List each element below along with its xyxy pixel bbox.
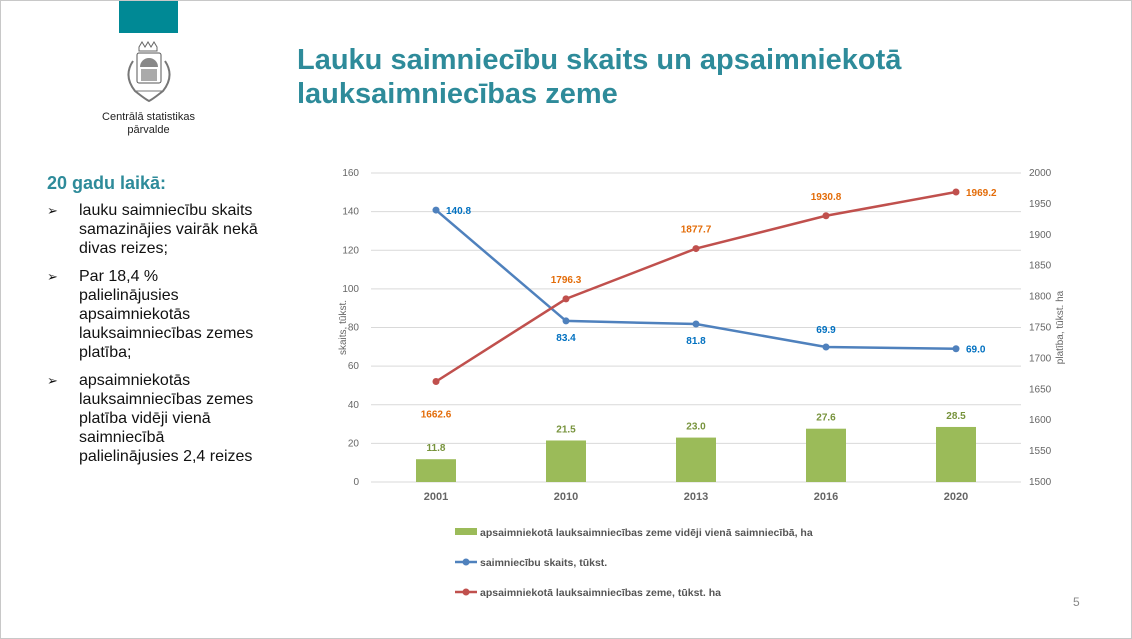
legend-marker bbox=[462, 558, 470, 566]
arrow-bullet-icon: ➢ bbox=[47, 203, 58, 218]
y-tick-label: 140 bbox=[342, 207, 359, 218]
y-right-tick-label: 1800 bbox=[1029, 292, 1052, 303]
line-data-label: 81.8 bbox=[686, 336, 706, 347]
bar-data-label: 11.8 bbox=[427, 443, 446, 454]
series-point bbox=[692, 245, 700, 253]
combo-chart: 0 20 40 60 80 100 120 140 160 1500 1550 1600 1650 170… bbox=[338, 168, 1066, 599]
organization-name: Centrālā statistikas pārvalde bbox=[102, 111, 195, 136]
series-point bbox=[562, 295, 570, 303]
arrow-bullet-icon: ➢ bbox=[47, 373, 58, 388]
y-tick-label: 120 bbox=[342, 245, 359, 256]
series-point bbox=[822, 212, 830, 220]
accent-bar bbox=[119, 1, 178, 33]
y-tick-label: 40 bbox=[348, 400, 360, 411]
bar-data-label: 27.6 bbox=[816, 413, 836, 424]
y-right-tick-label: 1750 bbox=[1029, 323, 1052, 334]
series-point bbox=[822, 343, 830, 351]
y-right-tick-label: 1550 bbox=[1029, 446, 1052, 457]
bar-data-label: 21.5 bbox=[556, 424, 576, 435]
x-tick-label: 2016 bbox=[814, 491, 838, 503]
legend-label: apsaimniekotā lauksaimniecības zeme, tūk… bbox=[480, 587, 721, 599]
x-tick-label: 2001 bbox=[424, 491, 448, 503]
series-line bbox=[435, 190, 957, 383]
arrow-bullet-icon: ➢ bbox=[47, 269, 58, 284]
page-number: 5 bbox=[1073, 595, 1080, 609]
summary-item: ➢ Par 18,4 % palielinājusies apsaimniekot… bbox=[47, 268, 254, 361]
series-point bbox=[432, 206, 440, 214]
x-tick-label: 2020 bbox=[944, 491, 968, 503]
y-tick-label: 0 bbox=[353, 477, 359, 488]
bar bbox=[416, 459, 456, 482]
legend-marker bbox=[462, 588, 470, 596]
summary-heading: 20 gadu laikā: bbox=[47, 173, 167, 193]
line-data-label: 83.4 bbox=[556, 333, 576, 344]
line-data-label: 1969.2 bbox=[966, 188, 997, 199]
y-right-tick-label: 1600 bbox=[1029, 415, 1052, 426]
y-right-axis-title: platība, tūkst. ha bbox=[1055, 290, 1066, 364]
summary-item: ➢ apsaimniekotās lauksaimniecības zemes p… bbox=[47, 372, 254, 465]
coat-of-arms-logo bbox=[127, 41, 171, 103]
bar bbox=[806, 428, 846, 482]
y-tick-label: 20 bbox=[348, 438, 360, 449]
summary-list: ➢ lauku saimniecību skaits samazinājies v… bbox=[47, 201, 262, 475]
series-point bbox=[562, 317, 570, 325]
bar-data-label: 28.5 bbox=[946, 411, 966, 422]
summary-item: ➢ lauku saimniecību skaits samazinājies v… bbox=[47, 202, 258, 257]
series-point bbox=[952, 188, 960, 196]
y-right-tick-label: 1900 bbox=[1029, 230, 1052, 241]
y-right-tick-label: 1650 bbox=[1029, 384, 1052, 395]
line-data-label: 69.0 bbox=[966, 345, 986, 356]
line-data-label: 1930.8 bbox=[811, 192, 842, 203]
series-point bbox=[952, 345, 960, 353]
series-point bbox=[432, 378, 440, 386]
bar-data-label: 23.0 bbox=[686, 422, 706, 433]
x-tick-label: 2010 bbox=[554, 491, 578, 503]
line-data-label: 1662.6 bbox=[421, 410, 452, 421]
bar bbox=[676, 437, 716, 482]
y-right-tick-label: 2000 bbox=[1029, 168, 1052, 179]
line-data-label: 1796.3 bbox=[551, 275, 582, 286]
y-tick-label: 60 bbox=[348, 361, 360, 372]
bar bbox=[936, 426, 976, 482]
y-tick-label: 80 bbox=[348, 323, 360, 334]
series-point bbox=[692, 320, 700, 328]
line-data-label: 140.8 bbox=[446, 206, 471, 217]
y-right-tick-label: 1850 bbox=[1029, 261, 1052, 272]
bar bbox=[546, 440, 586, 482]
legend-label: saimniecību skaits, tūkst. bbox=[480, 557, 607, 569]
x-tick-label: 2013 bbox=[684, 491, 708, 503]
legend-swatch bbox=[455, 528, 477, 535]
y-axis-title: skaits, tūkst. bbox=[338, 300, 349, 355]
line-data-label: 69.9 bbox=[816, 325, 836, 336]
line-data-label: 1877.7 bbox=[681, 225, 712, 236]
y-tick-label: 100 bbox=[342, 284, 359, 295]
legend-label: apsaimniekotā lauksaimniecības zeme vidē… bbox=[480, 527, 813, 539]
y-right-tick-label: 1700 bbox=[1029, 353, 1052, 364]
page-title: Lauku saimniecību skaits un apsaimniekot… bbox=[297, 44, 902, 110]
y-tick-label: 160 bbox=[342, 168, 359, 179]
y-right-tick-label: 1950 bbox=[1029, 199, 1052, 210]
y-right-tick-label: 1500 bbox=[1029, 477, 1052, 488]
